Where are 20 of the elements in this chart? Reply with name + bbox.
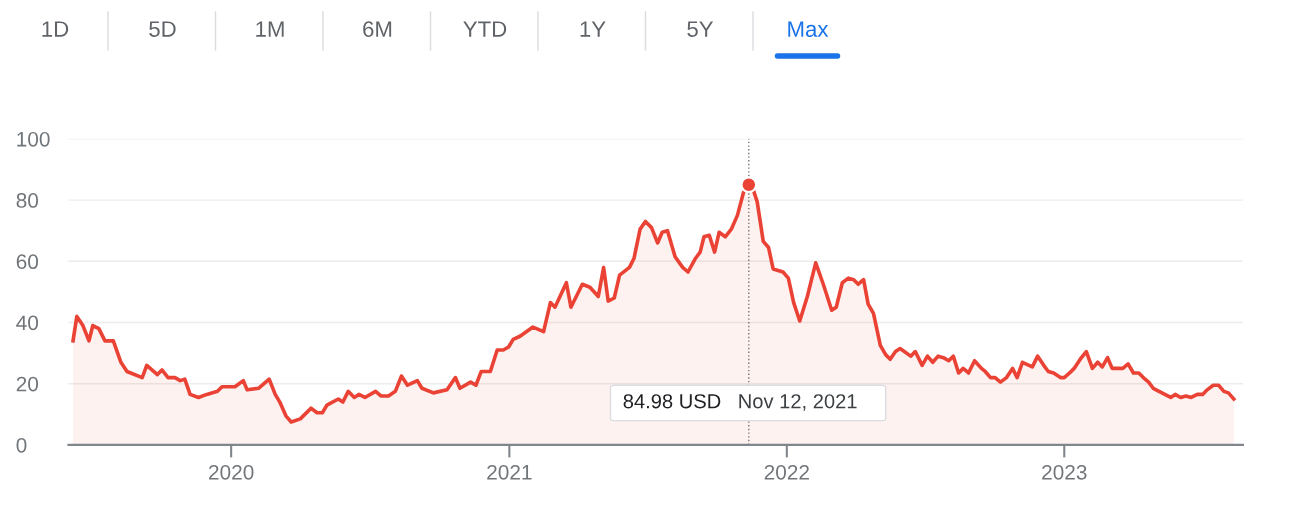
y-tick-label: 60 <box>16 254 39 270</box>
x-tick-label: 2023 <box>1042 464 1087 480</box>
x-tick-label: 2022 <box>764 464 809 480</box>
y-tick-label: 40 <box>16 315 39 331</box>
text: 1M <box>256 21 284 37</box>
y-tick-label: 80 <box>16 193 39 208</box>
x-tick-label: 2021 <box>487 464 532 480</box>
text: 6M <box>363 21 392 37</box>
y-tick-label: 20 <box>16 376 39 392</box>
text: 5Y <box>687 21 714 37</box>
text: 1Y <box>580 21 606 37</box>
x-tick-label: 2020 <box>209 464 254 480</box>
y-tick-label: 0 <box>16 437 27 453</box>
text: YTD <box>463 21 507 37</box>
text: 1D <box>42 21 69 37</box>
text: Max <box>788 21 829 37</box>
annotation: 84.98 USD <box>623 394 721 409</box>
y-tick-label: 100 <box>17 131 50 147</box>
text: 5D <box>149 21 176 37</box>
annotation: Nov 12, 2021 <box>739 394 857 411</box>
